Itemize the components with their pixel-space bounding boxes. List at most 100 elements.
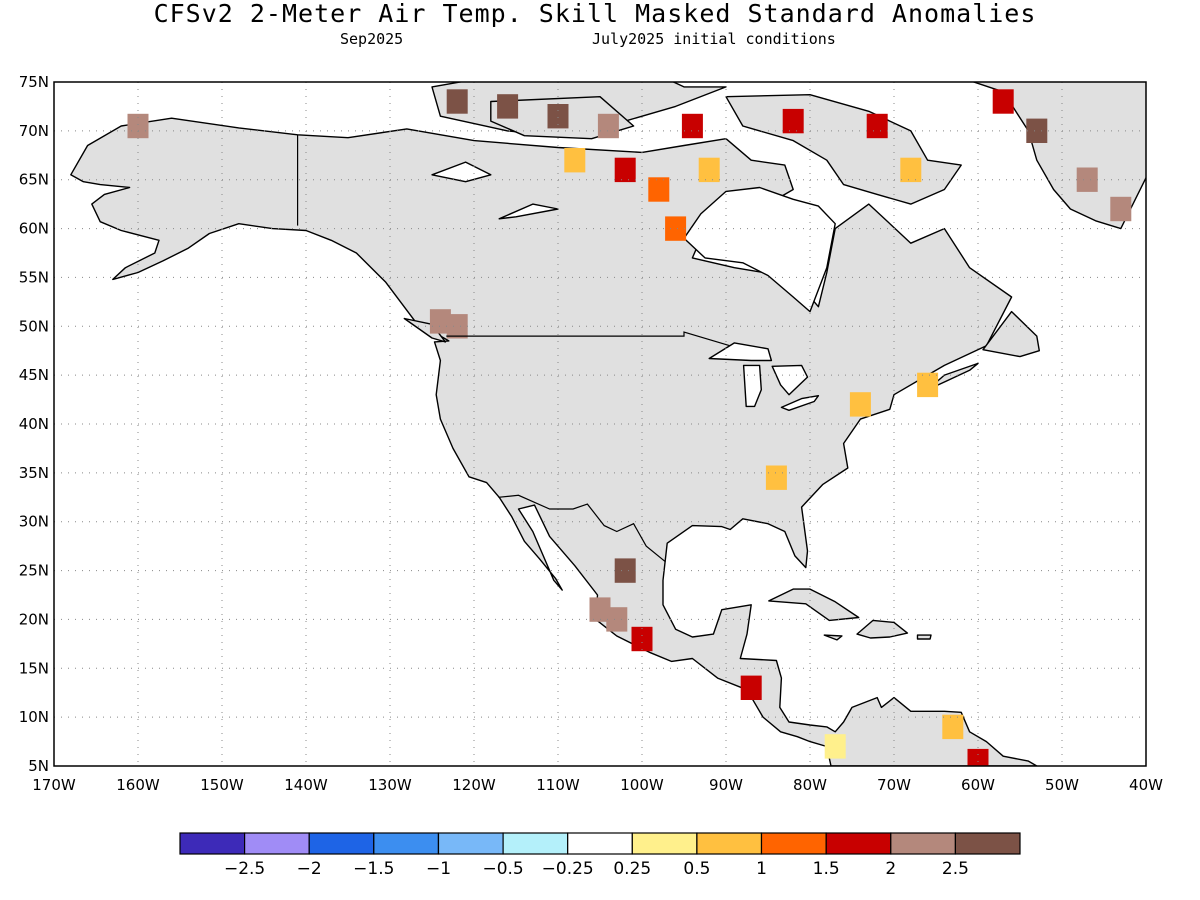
lat-label: 45N [19, 366, 49, 384]
anomaly-cell-8 [648, 177, 670, 202]
anomaly-cell-29 [942, 714, 964, 740]
newfoundland-landmass [982, 310, 1041, 358]
lat-label: 20N [19, 610, 49, 628]
lon-label: 80W [793, 776, 827, 794]
colorbar-swatch [308, 832, 375, 855]
colorbar-label: −1 [426, 859, 451, 879]
anomaly-cell-21 [849, 392, 871, 417]
colorbar-label: −2.5 [224, 859, 265, 879]
lon-label: 90W [709, 776, 743, 794]
lon-label: 70W [877, 776, 911, 794]
anomaly-cell-26 [631, 626, 653, 652]
anomaly-cell-19 [446, 314, 468, 339]
anomaly-cell-12 [866, 113, 888, 139]
initial-conditions: July2025 initial conditions [592, 30, 836, 48]
lat-label: 10N [19, 708, 49, 726]
great-bear-lake [431, 161, 492, 183]
colorbar-swatch [760, 832, 827, 855]
anomaly-cell-30 [967, 748, 989, 766]
anomaly-cell-1 [446, 89, 468, 114]
colorbar-swatch [954, 832, 1021, 855]
colorbar-label: −0.25 [542, 859, 594, 879]
anomaly-cell-10 [665, 216, 687, 241]
lat-label: 70N [19, 122, 49, 140]
anomaly-cell-11 [782, 108, 804, 134]
lake-huron [771, 364, 809, 396]
anomaly-cell-6 [564, 148, 586, 173]
anomaly-cell-14 [992, 89, 1014, 114]
lon-label: 60W [961, 776, 995, 794]
lat-label: 55N [19, 268, 49, 286]
colorbar-label: 2 [885, 859, 896, 879]
anomaly-cell-25 [606, 607, 628, 632]
border-mexico [498, 494, 666, 563]
anomaly-cell-0 [127, 113, 149, 139]
lon-label: 50W [1045, 776, 1079, 794]
colorbar-swatch [567, 832, 633, 855]
lon-label: 120W [452, 776, 496, 794]
anomaly-cell-16 [1076, 167, 1098, 192]
anomaly-cell-24 [589, 597, 611, 622]
anomaly-cell-22 [765, 465, 787, 490]
anomaly-cell-23 [614, 558, 636, 583]
lat-label: 65N [19, 171, 49, 189]
anomaly-cell-5 [681, 113, 703, 139]
lat-label: 50N [19, 317, 49, 335]
anomaly-cell-2 [497, 94, 519, 119]
colorbar-swatch [825, 832, 892, 855]
hudson-bay [683, 186, 836, 313]
colorbar-label: −0.5 [482, 859, 523, 879]
lat-label: 40N [19, 415, 49, 433]
colorbar-swatch [631, 832, 698, 855]
colorbar-label: 2.5 [942, 859, 969, 879]
nova-scotia-landmass [926, 362, 979, 391]
lon-label: 130W [368, 776, 412, 794]
longitude-labels: 170W 160W 150W 140W 130W 120W 110W 100W 90W 80W 70… [32, 776, 1163, 794]
lat-label: 5N [28, 757, 49, 775]
lat-label: 75N [19, 73, 49, 91]
anomaly-cell-17 [1110, 196, 1132, 222]
anomaly-cell-27 [740, 675, 762, 700]
jamaica-landmass [823, 634, 843, 641]
latitude-labels: 75N 70N 65N 60N 55N 50N 45N 40N 35N 30N 25N 20N 15N 1… [19, 73, 49, 775]
cuba-landmass [768, 588, 860, 622]
colorbar-swatch [696, 832, 763, 855]
colorbar-swatch [244, 832, 310, 855]
vancouver-island-landmass [403, 317, 447, 343]
hispaniola-landmass [856, 619, 909, 639]
anomaly-cell-7 [614, 157, 636, 183]
gridlines [54, 82, 1146, 766]
lat-label: 35N [19, 464, 49, 482]
anomaly-cell-13 [900, 157, 922, 183]
colorbar-swatch [179, 832, 246, 855]
colorbar: −2.5 −2 −1.5 −1 −0.5 −0.25 0.25 0.5 1 1.5 2 2.5 [179, 832, 1021, 879]
border-49n [446, 331, 731, 347]
colorbar-label: 0.5 [683, 859, 710, 879]
map-title: CFSv2 2-Meter Air Temp. Skill Masked Sta… [153, 0, 1037, 28]
anomaly-cell-15 [1026, 118, 1048, 143]
anomaly-cell-3 [547, 104, 569, 129]
colorbar-label: −2 [297, 859, 322, 879]
lat-label: 60N [19, 220, 49, 238]
lat-label: 30N [19, 513, 49, 531]
colorbar-label: 1 [756, 859, 767, 879]
lat-label: 25N [19, 562, 49, 580]
colorbar-label: −1.5 [353, 859, 394, 879]
anomaly-cells [127, 89, 1132, 766]
lon-label: 110W [536, 776, 580, 794]
puerto-rico-landmass [916, 634, 932, 640]
colorbar-swatch [373, 832, 439, 855]
anomaly-cell-4 [597, 113, 619, 139]
anomaly-cell-28 [824, 734, 846, 759]
colorbar-label: 0.25 [613, 859, 651, 879]
colorbar-swatch [890, 832, 956, 855]
anomaly-cell-20 [917, 372, 939, 398]
colorbar-label: 1.5 [813, 859, 840, 879]
lon-label: 170W [32, 776, 76, 794]
lon-label: 140W [284, 776, 328, 794]
lon-label: 150W [200, 776, 244, 794]
lon-label: 160W [116, 776, 160, 794]
colorbar-swatch [502, 832, 569, 855]
forecast-month: Sep2025 [340, 30, 404, 48]
